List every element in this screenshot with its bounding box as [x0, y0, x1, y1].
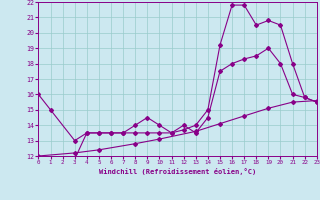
X-axis label: Windchill (Refroidissement éolien,°C): Windchill (Refroidissement éolien,°C) [99, 168, 256, 175]
